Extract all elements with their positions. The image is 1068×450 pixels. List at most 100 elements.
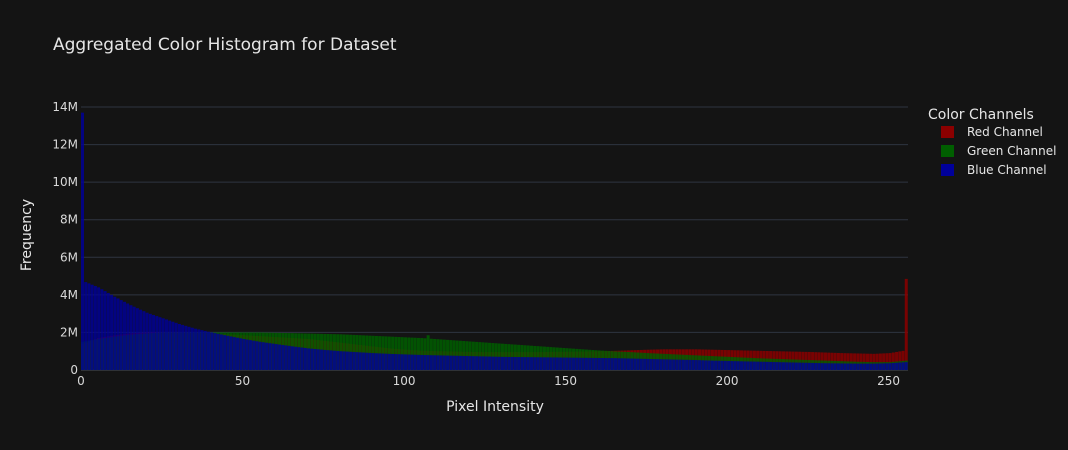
bar[interactable] (449, 355, 453, 370)
bar[interactable] (885, 363, 889, 370)
bar[interactable] (730, 361, 734, 370)
bar[interactable] (904, 362, 908, 370)
bar[interactable] (769, 361, 773, 370)
bar[interactable] (300, 347, 304, 370)
bar[interactable] (368, 335, 372, 370)
bar[interactable] (720, 360, 724, 370)
bar[interactable] (278, 344, 282, 370)
bar[interactable] (646, 358, 650, 370)
bar[interactable] (148, 313, 152, 370)
bar[interactable] (100, 289, 104, 370)
bar[interactable] (365, 352, 369, 370)
bar[interactable] (384, 353, 388, 370)
bar[interactable] (320, 349, 324, 370)
bar[interactable] (374, 335, 378, 370)
bar[interactable] (342, 351, 346, 370)
bar[interactable] (177, 323, 181, 370)
bar[interactable] (678, 359, 682, 370)
bar[interactable] (203, 330, 207, 370)
bar[interactable] (798, 362, 802, 370)
bar[interactable] (391, 336, 395, 370)
bar[interactable] (132, 306, 136, 370)
bar[interactable] (533, 357, 537, 370)
bar[interactable] (164, 319, 168, 370)
bar[interactable] (252, 340, 256, 370)
bar[interactable] (581, 357, 585, 370)
bar[interactable] (371, 335, 375, 370)
bar[interactable] (785, 362, 789, 370)
bar[interactable] (814, 363, 818, 370)
bar[interactable] (500, 356, 504, 370)
bar[interactable] (442, 339, 446, 370)
bar[interactable] (452, 340, 456, 370)
bar[interactable] (307, 348, 311, 370)
bar[interactable] (827, 363, 831, 370)
bar[interactable] (413, 337, 417, 370)
bar[interactable] (572, 357, 576, 370)
bar[interactable] (135, 308, 139, 370)
bar[interactable] (268, 343, 272, 370)
bar[interactable] (374, 353, 378, 370)
bar[interactable] (426, 335, 430, 370)
bar[interactable] (171, 321, 175, 370)
bar[interactable] (643, 358, 647, 370)
bar[interactable] (103, 291, 107, 370)
bar[interactable] (523, 357, 527, 370)
bar[interactable] (471, 356, 475, 370)
bar[interactable] (362, 352, 366, 370)
bar[interactable] (439, 355, 443, 370)
bar[interactable] (891, 352, 895, 370)
bar[interactable] (701, 360, 705, 370)
bar[interactable] (84, 282, 88, 370)
bar[interactable] (462, 355, 466, 370)
bar[interactable] (888, 363, 892, 370)
bar[interactable] (898, 351, 902, 370)
bar[interactable] (404, 354, 408, 370)
bar[interactable] (126, 303, 130, 370)
bar[interactable] (416, 337, 420, 370)
bar[interactable] (481, 342, 485, 370)
bar[interactable] (488, 342, 492, 370)
bar[interactable] (81, 112, 84, 370)
bar[interactable] (562, 357, 566, 370)
bar[interactable] (294, 346, 298, 370)
bar[interactable] (458, 340, 462, 370)
bar[interactable] (714, 360, 718, 370)
bar[interactable] (245, 339, 249, 370)
bar[interactable] (468, 341, 472, 370)
bar[interactable] (303, 347, 307, 370)
bar[interactable] (368, 352, 372, 370)
bar[interactable] (481, 356, 485, 370)
bar[interactable] (397, 354, 401, 370)
bar[interactable] (187, 326, 191, 370)
bar[interactable] (733, 361, 737, 370)
bar[interactable] (394, 354, 398, 370)
bar[interactable] (610, 358, 614, 370)
bar[interactable] (232, 337, 236, 370)
bar[interactable] (271, 343, 275, 370)
bar[interactable] (358, 352, 362, 370)
bar[interactable] (820, 363, 824, 370)
bar[interactable] (216, 333, 220, 370)
bar[interactable] (811, 362, 815, 370)
bar[interactable] (436, 339, 440, 370)
bar[interactable] (184, 325, 188, 370)
bar[interactable] (219, 334, 223, 370)
bar[interactable] (875, 363, 879, 370)
bar[interactable] (297, 347, 301, 370)
bar[interactable] (145, 312, 149, 370)
bar[interactable] (891, 363, 895, 370)
bar[interactable] (239, 338, 243, 370)
bar[interactable] (129, 305, 133, 370)
bar[interactable] (575, 357, 579, 370)
bar[interactable] (407, 337, 411, 370)
bar[interactable] (384, 336, 388, 370)
bar[interactable] (378, 336, 382, 370)
bar[interactable] (626, 358, 630, 370)
bar[interactable] (152, 314, 156, 370)
bar[interactable] (888, 353, 892, 370)
bar[interactable] (772, 362, 776, 370)
bar[interactable] (833, 363, 837, 370)
bar[interactable] (310, 348, 314, 370)
bar[interactable] (630, 358, 634, 370)
